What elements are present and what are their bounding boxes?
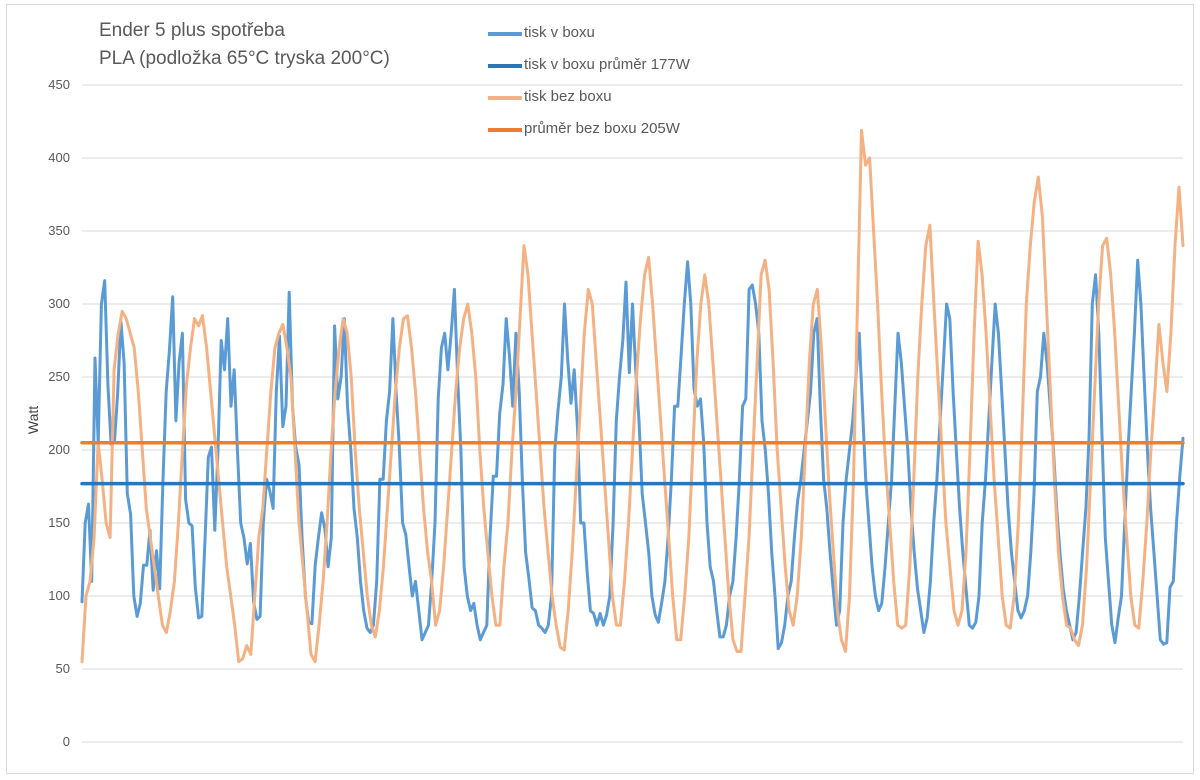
legend-label: tisk v boxu průměr 177W (524, 56, 690, 73)
y-tick-label: 300 (48, 296, 70, 311)
legend-label: tisk bez boxu (524, 88, 612, 105)
y-tick-label: 150 (48, 515, 70, 530)
y-axis-label: Watt (25, 406, 41, 434)
series-layer (80, 128, 1185, 664)
y-tick-label: 200 (48, 442, 70, 457)
legend-swatch (488, 32, 522, 36)
y-tick-label: 0 (63, 734, 70, 749)
series-line-2 (80, 128, 1185, 664)
legend-label: průměr bez boxu 205W (524, 120, 680, 137)
y-tick-label: 50 (56, 661, 70, 676)
legend-swatch (488, 96, 522, 100)
y-tick-label: 400 (48, 150, 70, 165)
y-tick-labels: 0 50 100 150 200 250 300 350 400 450 (48, 77, 70, 749)
chart-subtitle: PLA (podložka 65°C tryska 200°C) (99, 48, 390, 69)
legend-label: tisk v boxu (524, 24, 595, 41)
y-tick-label: 100 (48, 588, 70, 603)
gridlines (82, 84, 1183, 743)
series-line-0 (80, 258, 1185, 651)
legend-swatch (488, 64, 522, 68)
y-tick-label: 250 (48, 369, 70, 384)
chart-frame (6, 4, 1194, 774)
y-tick-label: 350 (48, 223, 70, 238)
y-tick-label: 450 (48, 77, 70, 92)
legend-swatch (488, 128, 522, 132)
chart-title: Ender 5 plus spotřeba (99, 20, 285, 41)
